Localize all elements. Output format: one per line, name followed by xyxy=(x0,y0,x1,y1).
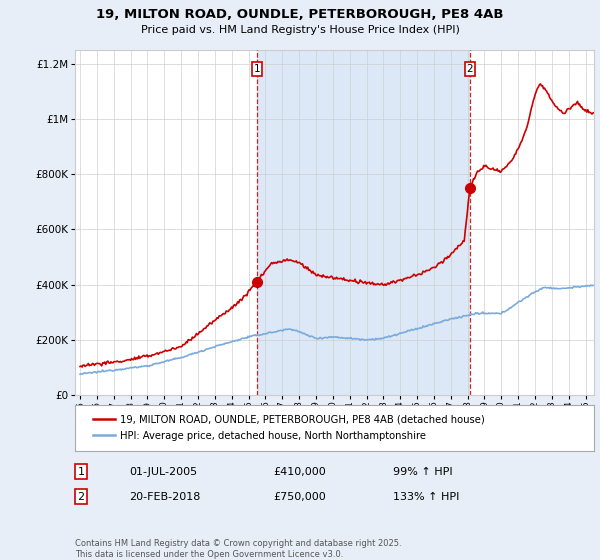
Text: 99% ↑ HPI: 99% ↑ HPI xyxy=(393,466,452,477)
Text: 1: 1 xyxy=(77,466,85,477)
Text: Contains HM Land Registry data © Crown copyright and database right 2025.
This d: Contains HM Land Registry data © Crown c… xyxy=(75,539,401,559)
Text: 2: 2 xyxy=(466,64,473,74)
Text: 1: 1 xyxy=(254,64,260,74)
Legend: 19, MILTON ROAD, OUNDLE, PETERBOROUGH, PE8 4AB (detached house), HPI: Average pr: 19, MILTON ROAD, OUNDLE, PETERBOROUGH, P… xyxy=(85,407,493,449)
Text: 20-FEB-2018: 20-FEB-2018 xyxy=(129,492,200,502)
Text: 133% ↑ HPI: 133% ↑ HPI xyxy=(393,492,460,502)
Text: Price paid vs. HM Land Registry's House Price Index (HPI): Price paid vs. HM Land Registry's House … xyxy=(140,25,460,35)
Text: 2: 2 xyxy=(77,492,85,502)
Text: 19, MILTON ROAD, OUNDLE, PETERBOROUGH, PE8 4AB: 19, MILTON ROAD, OUNDLE, PETERBOROUGH, P… xyxy=(96,8,504,21)
Text: 01-JUL-2005: 01-JUL-2005 xyxy=(129,466,197,477)
Bar xyxy=(257,50,470,395)
Text: £750,000: £750,000 xyxy=(273,492,326,502)
Text: £410,000: £410,000 xyxy=(273,466,326,477)
